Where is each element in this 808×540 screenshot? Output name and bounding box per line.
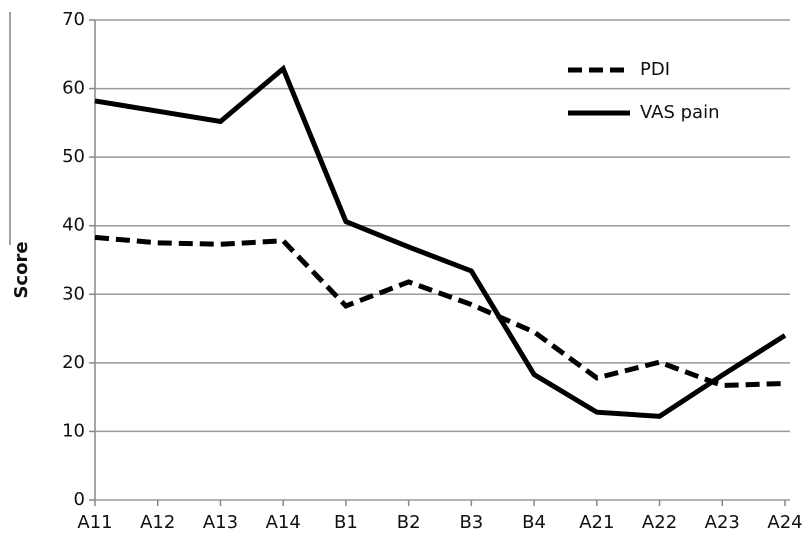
x-tick-label: A12 bbox=[140, 512, 175, 533]
y-tick-label: 0 bbox=[74, 489, 85, 510]
x-tick-label: A21 bbox=[579, 512, 614, 533]
y-tick-label: 50 bbox=[62, 146, 85, 167]
y-tick-label: 10 bbox=[62, 420, 85, 441]
x-tick-label: A11 bbox=[77, 512, 112, 533]
x-tick-label: B4 bbox=[522, 512, 546, 533]
y-tick-label: 30 bbox=[62, 283, 85, 304]
y-tick-label: 20 bbox=[62, 352, 85, 373]
x-tick-label: A22 bbox=[642, 512, 677, 533]
x-tick-label: B2 bbox=[397, 512, 421, 533]
x-tick-label: A24 bbox=[767, 512, 802, 533]
x-tick-label: B3 bbox=[459, 512, 483, 533]
y-tick-label: 70 bbox=[62, 9, 85, 30]
y-axis-label: Score bbox=[11, 241, 32, 298]
line-series bbox=[94, 234, 786, 389]
legend-label: PDI bbox=[640, 59, 670, 80]
y-tick-label: 40 bbox=[62, 215, 85, 236]
x-tick-label: A23 bbox=[705, 512, 740, 533]
legend-label: VAS pain bbox=[640, 102, 720, 123]
x-tick-label: A14 bbox=[266, 512, 301, 533]
x-tick-label: B1 bbox=[334, 512, 358, 533]
x-tick-label: A13 bbox=[203, 512, 238, 533]
y-tick-label: 60 bbox=[62, 78, 85, 99]
line-series bbox=[94, 64, 787, 419]
